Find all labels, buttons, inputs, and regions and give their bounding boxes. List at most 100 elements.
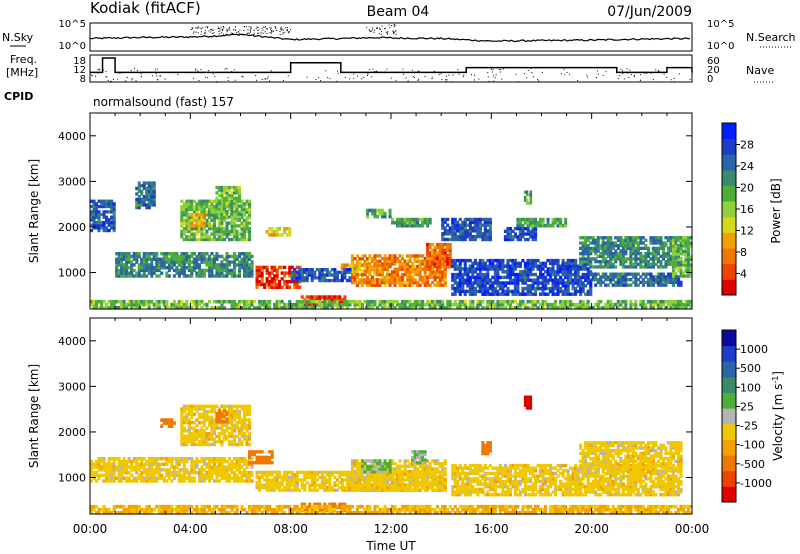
heatmap-cell xyxy=(398,275,402,279)
heatmap-cell xyxy=(473,275,477,280)
heatmap-cell xyxy=(165,306,169,310)
heatmap-cell xyxy=(197,199,201,203)
heatmap-cell xyxy=(270,233,274,237)
heatmap-cell xyxy=(423,257,427,261)
heatmap-cell xyxy=(147,203,151,207)
heatmap-cell xyxy=(205,218,209,222)
heatmap-cell xyxy=(616,306,620,310)
heatmap-cell xyxy=(293,473,297,477)
heatmap-cell xyxy=(358,469,362,474)
heatmap-cell xyxy=(130,266,134,270)
heatmap-cell xyxy=(421,220,425,225)
heatmap-cell xyxy=(210,252,214,256)
heatmap-cell xyxy=(215,268,219,273)
heatmap-cell xyxy=(122,302,126,307)
heatmap-cell xyxy=(481,289,485,294)
heatmap-cell xyxy=(498,264,502,268)
heatmap-cell xyxy=(122,263,126,267)
heatmap-cell xyxy=(403,306,407,310)
heatmap-cell xyxy=(130,302,134,307)
heatmap-cell xyxy=(423,220,427,225)
heatmap-cell xyxy=(110,199,114,203)
heatmap-cell xyxy=(142,254,146,259)
heatmap-cell xyxy=(396,267,400,271)
heatmap-cell xyxy=(345,486,349,490)
heatmap-cell xyxy=(150,268,154,273)
heatmap-cell xyxy=(446,248,450,252)
heatmap-cell xyxy=(298,278,302,283)
heatmap-cell xyxy=(137,181,141,185)
heatmap-cell xyxy=(634,238,638,242)
heatmap-cell xyxy=(238,185,242,190)
heatmap-cell xyxy=(350,485,354,490)
heatmap-cell xyxy=(539,223,543,228)
heatmap-cell xyxy=(396,220,400,225)
heatmap-cell xyxy=(433,248,437,252)
heatmap-cell xyxy=(285,488,289,492)
heatmap-cell xyxy=(258,268,262,272)
heatmap-cell xyxy=(386,262,390,266)
heatmap-cell xyxy=(315,268,319,272)
heatmap-cell xyxy=(521,223,525,228)
heatmap-cell xyxy=(313,276,317,280)
heatmap-cell xyxy=(413,270,417,274)
nsearch-point xyxy=(282,32,284,34)
heatmap-cell xyxy=(559,306,563,310)
heatmap-cell xyxy=(235,263,239,267)
heatmap-cell xyxy=(243,235,247,239)
heatmap-cell xyxy=(483,261,487,266)
heatmap-cell xyxy=(526,289,530,294)
nave-point xyxy=(255,75,257,77)
nsearch-point xyxy=(205,32,207,34)
heatmap-cell xyxy=(604,257,608,261)
heatmap-cell xyxy=(140,299,144,304)
heatmap-cell xyxy=(448,259,452,263)
heatmap-cell xyxy=(378,259,382,263)
heatmap-cell xyxy=(521,289,525,294)
heatmap-cell xyxy=(451,261,455,266)
heatmap-cell xyxy=(523,306,527,310)
heatmap-cell xyxy=(591,278,595,282)
heatmap-cell xyxy=(556,270,560,274)
heatmap-cell xyxy=(687,252,691,256)
nave-point xyxy=(457,69,459,71)
heatmap-cell xyxy=(192,213,196,217)
heatmap-cell xyxy=(606,265,610,269)
heatmap-cell xyxy=(268,227,272,231)
heatmap-cell xyxy=(589,241,593,245)
heatmap-cell xyxy=(195,266,199,270)
heatmap-cell xyxy=(551,220,555,225)
heatmap-cell xyxy=(416,264,420,269)
heatmap-cell xyxy=(343,302,347,307)
heatmap-cell xyxy=(92,302,96,307)
heatmap-cell xyxy=(207,207,211,212)
heatmap-cell xyxy=(215,237,219,242)
heatmap-cell xyxy=(328,299,332,304)
heatmap-cell xyxy=(268,302,272,307)
heatmap-cell xyxy=(105,306,109,310)
heatmap-cell xyxy=(157,306,161,310)
heatmap-cell xyxy=(192,268,196,273)
heatmap-cell xyxy=(529,193,533,197)
nsearch-point xyxy=(250,26,252,28)
heatmap-cell xyxy=(215,207,219,211)
heatmap-cell xyxy=(381,208,385,213)
heatmap-cell xyxy=(639,241,643,245)
heatmap-cell xyxy=(190,266,194,270)
heatmap-cell xyxy=(195,207,199,212)
heatmap-cell xyxy=(546,286,550,291)
heatmap-cell xyxy=(403,259,407,263)
heatmap-cell xyxy=(170,260,174,264)
heatmap-cell xyxy=(544,264,548,268)
heatmap-cell xyxy=(147,306,151,310)
heatmap-cell xyxy=(230,212,234,216)
heatmap-cell xyxy=(554,261,558,266)
heatmap-cell xyxy=(308,483,312,487)
heatmap-cell xyxy=(483,286,487,291)
heatmap-cell xyxy=(544,281,548,285)
heatmap-cell xyxy=(684,252,688,256)
heatmap-cell xyxy=(325,488,329,492)
heatmap-cell xyxy=(197,213,201,217)
heatmap-cell xyxy=(365,485,369,490)
heatmap-cell xyxy=(413,302,417,307)
